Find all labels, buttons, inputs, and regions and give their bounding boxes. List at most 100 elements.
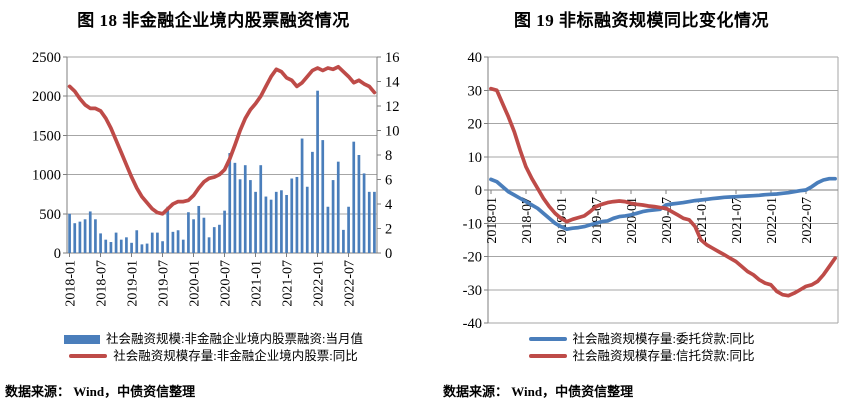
legend-item: 社会融资规模存量:委托贷款:同比	[528, 331, 755, 347]
bar-month-49	[321, 140, 325, 253]
legend-item: 社会融资规模:非金融企业境内股票融资:当月值	[64, 331, 363, 347]
bar-month-38	[264, 196, 268, 253]
svg-text:2018-07: 2018-07	[520, 197, 535, 244]
svg-text:10: 10	[468, 150, 483, 166]
bar-month-53	[342, 229, 345, 253]
bar-month-37	[259, 165, 263, 253]
bar-month-21	[176, 230, 180, 253]
bar-month-11	[125, 237, 128, 253]
bar-month-1	[73, 223, 77, 253]
bar-month-40	[274, 191, 278, 253]
bar-month-57	[362, 173, 366, 253]
bar-month-14	[140, 244, 144, 253]
equity-financing-chart: 0 500 1000 1500 2000 2500 0 2 4 6 8 10 12 14 16 2018-01…	[32, 50, 400, 307]
bar-month-42	[285, 194, 288, 253]
bar-month-27	[207, 237, 211, 253]
svg-text:1500: 1500	[32, 128, 61, 144]
svg-text:6: 6	[385, 173, 392, 189]
svg-text:-20: -20	[463, 250, 482, 266]
svg-text:16: 16	[385, 50, 400, 66]
bar-month-35	[249, 180, 252, 253]
svg-text:2: 2	[385, 222, 392, 238]
legend-line-swatch	[69, 354, 108, 358]
svg-text:2000: 2000	[32, 89, 61, 105]
svg-text:1000: 1000	[32, 168, 61, 184]
bar-month-4	[88, 211, 92, 253]
bar-month-31	[228, 153, 232, 253]
bar-month-19	[166, 206, 170, 253]
bar-month-41	[280, 190, 283, 253]
svg-text:2019-01: 2019-01	[126, 260, 141, 307]
data-source-note: 数据来源： Wind，中债资信整理	[443, 384, 634, 399]
bar-month-30	[223, 210, 226, 253]
bar-month-47	[311, 151, 314, 253]
svg-text:2020-01: 2020-01	[188, 260, 203, 307]
bar-month-8	[109, 242, 113, 253]
bar-month-20	[171, 231, 175, 253]
svg-text:8: 8	[385, 148, 392, 164]
svg-text:2021-07: 2021-07	[281, 260, 296, 307]
bar-month-34	[243, 165, 247, 253]
svg-text:12: 12	[385, 99, 400, 115]
svg-text:4: 4	[385, 197, 393, 213]
bar-month-12	[130, 242, 133, 253]
bar-month-59	[373, 191, 376, 253]
bar-month-2	[78, 221, 82, 253]
svg-text:2019-07: 2019-07	[157, 260, 172, 307]
bar-month-5	[94, 219, 97, 253]
svg-text:-10: -10	[463, 216, 482, 232]
bar-month-32	[233, 162, 237, 253]
legend-label: 社会融资规模存量:委托贷款:同比	[572, 332, 755, 346]
chart-panel-right: 图 19 非标融资规模同比变化情况 -40 -30 -20 -10 0 10 20 30 40 2…	[428, 0, 855, 416]
svg-text:2021-01: 2021-01	[695, 197, 710, 244]
svg-text:2018-01: 2018-01	[485, 197, 500, 244]
series-line	[67, 64, 377, 216]
data-source-note: 数据来源： Wind，中债资信整理	[5, 384, 196, 399]
bar-month-28	[212, 227, 216, 253]
svg-text:0: 0	[54, 246, 61, 262]
bar-month-58	[367, 191, 371, 253]
svg-text:2021-07: 2021-07	[730, 197, 745, 244]
svg-text:20: 20	[468, 117, 483, 133]
legend-item: 社会融资规模存量:非金融企业境内股票:同比	[69, 348, 358, 364]
bar-month-24	[192, 219, 195, 253]
bar-month-6	[99, 233, 102, 253]
bar-month-23	[187, 212, 190, 253]
svg-text:2021-01: 2021-01	[250, 260, 265, 307]
svg-text:2500: 2500	[32, 50, 61, 66]
bar-month-45	[300, 138, 304, 253]
bar-month-15	[145, 243, 149, 253]
bar-month-0	[68, 213, 71, 253]
svg-text:2020-07: 2020-07	[219, 260, 234, 307]
bar-month-51	[331, 180, 335, 253]
svg-text:-30: -30	[463, 283, 482, 299]
bar-month-9	[114, 232, 118, 253]
svg-text:30: 30	[468, 83, 483, 99]
bar-month-25	[197, 205, 201, 253]
svg-text:2022-07: 2022-07	[343, 260, 358, 307]
svg-text:2018-07: 2018-07	[95, 260, 110, 307]
svg-text:2020-01: 2020-01	[625, 197, 640, 244]
series-line	[489, 86, 837, 298]
svg-text:14: 14	[385, 75, 400, 91]
chart-legend: 社会融资规模存量:委托贷款:同比 社会融资规模存量:信托贷款:同比	[428, 331, 855, 364]
bar-month-16	[150, 232, 154, 253]
bar-month-10	[119, 239, 123, 253]
bar-month-36	[254, 191, 257, 253]
svg-text:0: 0	[385, 246, 392, 262]
bar-month-26	[202, 217, 206, 253]
chart-title: 图 18 非金融企业境内股票融资情况	[77, 11, 350, 30]
bar-month-33	[238, 179, 242, 253]
svg-text:0: 0	[475, 183, 482, 199]
bar-month-18	[161, 241, 164, 253]
legend-bar-swatch	[64, 334, 101, 344]
bar-month-54	[347, 206, 350, 253]
bar-month-3	[83, 219, 87, 253]
chart-legend: 社会融资规模:非金融企业境内股票融资:当月值社会融资规模存量:非金融企业境内股票…	[0, 331, 427, 364]
legend-label: 社会融资规模存量:非金融企业境内股票:同比	[113, 349, 358, 363]
bar-month-56	[357, 155, 361, 253]
legend-label: 社会融资规模存量:信托贷款:同比	[572, 349, 755, 363]
legend-line-swatch	[528, 337, 567, 341]
